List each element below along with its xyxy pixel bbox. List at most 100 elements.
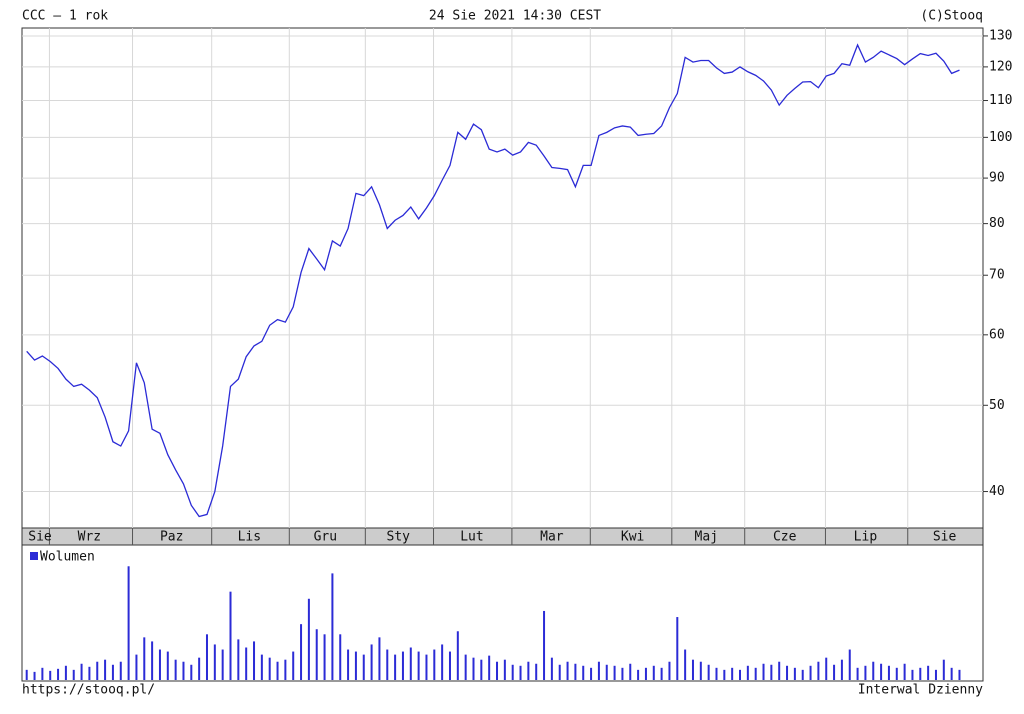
volume-bar <box>895 667 898 680</box>
volume-bar <box>629 663 632 680</box>
x-tick-label: Paz <box>160 530 183 545</box>
volume-bar <box>731 667 734 680</box>
volume-bar <box>401 651 404 680</box>
volume-bar <box>605 664 608 680</box>
volume-bar <box>284 659 287 680</box>
volume-bar <box>111 664 114 680</box>
volume-bar <box>80 663 83 680</box>
volume-bar <box>480 659 483 680</box>
volume-bar <box>723 669 726 680</box>
volume-bar <box>519 665 522 680</box>
y-tick-label: 100 <box>989 130 1012 145</box>
volume-bar <box>300 624 303 680</box>
volume-bar <box>72 669 75 680</box>
y-tick-label: 40 <box>989 484 1005 499</box>
volume-bar <box>205 634 208 680</box>
volume-bar <box>456 631 459 680</box>
volume-bar <box>535 663 538 680</box>
y-tick-label: 80 <box>989 216 1005 231</box>
x-tick-label: Gru <box>314 530 337 545</box>
volume-bar <box>425 654 428 680</box>
volume-bar <box>339 634 342 680</box>
legend-label: Wolumen <box>40 550 95 565</box>
volume-bar <box>464 654 467 680</box>
volume-bar <box>950 667 953 680</box>
volume-bar <box>119 661 122 680</box>
volume-bar <box>676 617 679 680</box>
volume-bar <box>88 666 91 680</box>
price-line <box>26 43 960 518</box>
volume-bar <box>441 644 444 680</box>
volume-bar <box>919 667 922 680</box>
x-tick-label: Lut <box>460 530 483 545</box>
volume-bar <box>911 669 914 680</box>
volume-bar <box>848 649 851 680</box>
volume-bar <box>370 644 373 680</box>
volume-bar <box>872 661 875 680</box>
x-tick-label: Kwi <box>621 530 644 545</box>
volume-bar <box>127 566 130 680</box>
volume-bar <box>644 667 647 680</box>
volume-bar <box>417 651 420 680</box>
volume-bar <box>237 639 240 680</box>
volume-bar <box>840 659 843 680</box>
volume-bar <box>817 661 820 680</box>
volume-bar <box>448 651 451 680</box>
volume-bar <box>684 649 687 680</box>
x-tick-label: Maj <box>695 530 718 545</box>
volume-bar <box>903 663 906 680</box>
volume-bar <box>660 667 663 680</box>
volume-bar <box>386 649 389 680</box>
volume-bar <box>253 641 256 680</box>
y-tick-label: 50 <box>989 398 1005 413</box>
volume-bar <box>590 667 593 680</box>
volume-bar <box>378 637 381 680</box>
volume-bar <box>691 659 694 680</box>
volume-bar <box>809 665 812 680</box>
volume-bar <box>433 649 436 680</box>
volume-bar <box>49 670 52 680</box>
header-center: 24 Sie 2021 14:30 CEST <box>429 9 601 24</box>
volume-bar <box>793 667 796 680</box>
volume-bar <box>41 667 44 680</box>
volume-bar <box>762 663 765 680</box>
volume-bar <box>942 659 945 680</box>
volume-bar <box>488 655 491 680</box>
x-tick-label: Sie <box>28 530 52 545</box>
volume-bar <box>33 671 36 680</box>
volume-bar <box>307 598 310 680</box>
volume-bar <box>362 654 365 680</box>
footer-right: Interwal Dzienny <box>858 683 983 698</box>
volume-bar <box>292 651 295 680</box>
volume-bar <box>57 668 60 680</box>
volume-bar <box>887 665 890 680</box>
volume-bar <box>637 669 640 680</box>
y-tick-label: 110 <box>989 93 1012 108</box>
volume-bar <box>472 657 475 680</box>
x-tick-label: Sie <box>933 530 957 545</box>
price-panel <box>21 27 984 529</box>
volume-bar <box>158 649 161 680</box>
volume-bar <box>96 661 99 680</box>
volume-bar <box>621 667 624 680</box>
volume-bar <box>315 629 318 680</box>
volume-bar <box>276 661 279 680</box>
volume-bar <box>198 657 201 680</box>
volume-bar <box>143 637 146 680</box>
volume-bar <box>880 663 883 680</box>
header-right: (C)Stooq <box>920 9 983 24</box>
volume-bar <box>574 663 577 680</box>
volume-bar <box>511 664 514 680</box>
volume-bar <box>182 661 185 680</box>
volume-bar <box>864 665 867 680</box>
volume-bar <box>331 573 334 680</box>
volume-bar <box>543 610 546 680</box>
x-tick-label: Cze <box>773 530 797 545</box>
volume-bar <box>786 665 789 680</box>
volume-bar <box>833 664 836 680</box>
y-tick-label: 90 <box>989 171 1005 186</box>
volume-bar <box>229 591 232 680</box>
volume-bar <box>354 651 357 680</box>
x-tick-label: Mar <box>540 530 564 545</box>
